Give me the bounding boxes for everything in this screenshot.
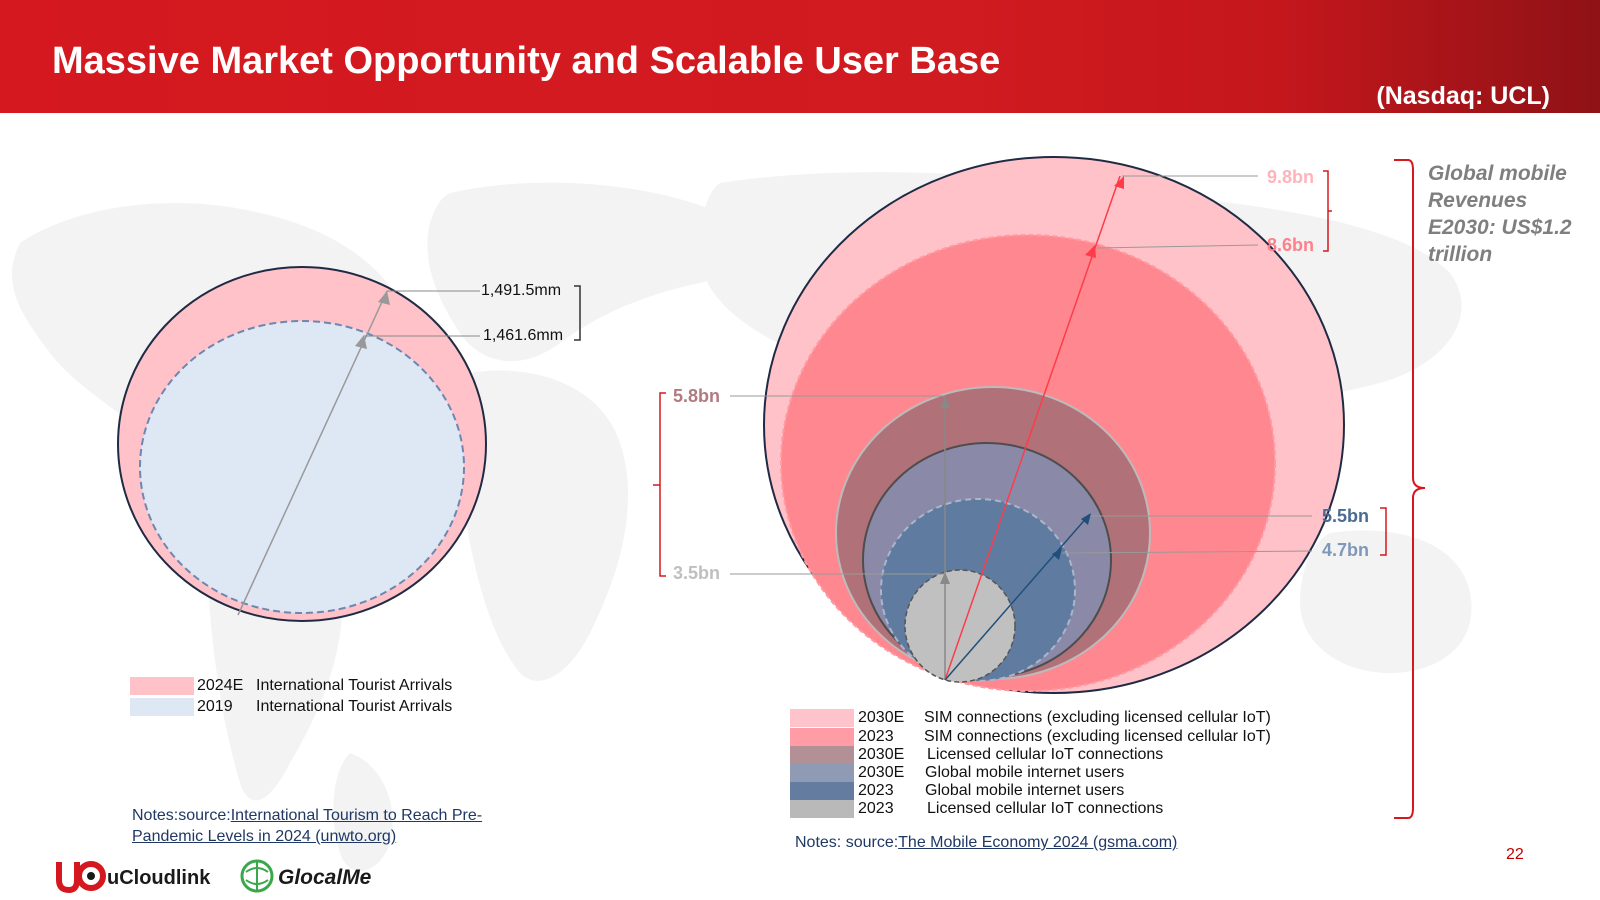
legend-year: 2023 bbox=[858, 728, 894, 745]
legend-year: 2030E bbox=[858, 764, 905, 781]
bracket-revenue bbox=[1394, 159, 1426, 819]
right-legend-item-sim-2030e: 2030E SIM connections (excluding license… bbox=[790, 709, 1330, 727]
arrow-head-2024e bbox=[378, 291, 390, 305]
label-iot-2023: 3.5bn bbox=[673, 563, 721, 583]
label-sim-2023: 8.6bn bbox=[1267, 235, 1315, 255]
left-legend-item-2024e: 2024E International Tourist Arrivals bbox=[130, 677, 490, 695]
legend-swatch bbox=[790, 800, 854, 818]
legend-swatch bbox=[790, 764, 854, 782]
legend-year: 2030E bbox=[858, 709, 905, 726]
legend-text: Licensed cellular IoT connections bbox=[927, 746, 1164, 763]
right-circle-chart bbox=[653, 156, 1426, 819]
left-circle-chart bbox=[117, 266, 581, 622]
legend-swatch-2024e bbox=[130, 677, 194, 695]
arrow-head-iot-2023 bbox=[940, 572, 950, 584]
header-banner: Massive Market Opportunity and Scalable … bbox=[0, 0, 1600, 113]
legend-year: 2019 bbox=[197, 698, 233, 715]
legend-swatch-2019 bbox=[130, 698, 194, 716]
left-notes-link-line1[interactable]: International Tourism to Reach Pre- bbox=[230, 807, 483, 824]
legend-text: Licensed cellular IoT connections bbox=[927, 800, 1164, 817]
legend-text: International Tourist Arrivals bbox=[256, 677, 453, 694]
label-tourist-2024e: 1,491.5mm bbox=[481, 282, 562, 299]
right-legend-item-users-2023: 2023 Global mobile internet users bbox=[790, 782, 1330, 800]
arrow-users bbox=[944, 514, 1090, 681]
left-legend-item-2019: 2019 International Tourist Arrivals bbox=[130, 698, 490, 716]
legend-text: SIM connections (excluding licensed cell… bbox=[924, 728, 1271, 745]
bracket-iot bbox=[653, 392, 666, 577]
arrow-head-users-2030e bbox=[1081, 513, 1091, 525]
legend-swatch bbox=[790, 728, 854, 746]
right-notes-link[interactable]: The Mobile Economy 2024 (gsma.com) bbox=[898, 834, 1178, 851]
legend-text: International Tourist Arrivals bbox=[256, 698, 453, 715]
right-legend-item-iot-2030e: 2030E Licensed cellular IoT connections bbox=[790, 746, 1330, 764]
left-notes-link-line2[interactable]: Pandemic Levels in 2024 (unwto.org) bbox=[132, 828, 397, 845]
legend-year: 2023 bbox=[858, 782, 894, 799]
right-legend-item-iot-2023: 2023 Licensed cellular IoT connections bbox=[790, 800, 1330, 818]
label-sim-2030e: 9.8bn bbox=[1267, 167, 1315, 187]
tourist-2019-circle bbox=[139, 320, 465, 614]
label-users-2023: 4.7bn bbox=[1322, 540, 1370, 560]
ucloudlink-logo: uCloudlink bbox=[56, 861, 211, 894]
left-notes-prefix: Notes:source: bbox=[132, 807, 231, 824]
right-notes-prefix: Notes: source: bbox=[795, 834, 899, 851]
right-legend-item-sim-2023: 2023 SIM connections (excluding licensed… bbox=[790, 728, 1330, 746]
legend-text: SIM connections (excluding licensed cell… bbox=[924, 709, 1271, 726]
label-iot-2030e: 5.8bn bbox=[673, 386, 721, 406]
legend-year: 2023 bbox=[858, 800, 894, 817]
arrow-head-iot-2030e bbox=[940, 396, 950, 408]
iot-2023-circle bbox=[904, 569, 1016, 683]
legend-swatch bbox=[790, 782, 854, 800]
global-revenue-note: Global mobile Revenues E2030: US$1.2 tri… bbox=[1428, 162, 1572, 266]
legend-swatch bbox=[790, 746, 854, 764]
label-tourist-2019: 1,461.6mm bbox=[483, 327, 564, 344]
leader-sim-2023 bbox=[1096, 244, 1259, 249]
glocalme-logo-text: GlocalMe bbox=[278, 866, 372, 889]
arrow-head-sim-2023 bbox=[1085, 245, 1096, 258]
ucloudlink-logo-text: uCloudlink bbox=[107, 867, 211, 889]
legend-text: Global mobile internet users bbox=[925, 782, 1125, 799]
right-legend-item-users-2030e: 2030E Global mobile internet users bbox=[790, 764, 1330, 782]
page-number: 22 bbox=[1506, 846, 1524, 863]
arrow-sim-2030e bbox=[944, 175, 1121, 681]
bracket-sim bbox=[1323, 170, 1332, 252]
legend-year: 2030E bbox=[858, 746, 905, 763]
page-title: Massive Market Opportunity and Scalable … bbox=[52, 40, 1001, 82]
ticker-label: (Nasdaq: UCL) bbox=[1376, 82, 1550, 110]
leader-users-2023 bbox=[1061, 550, 1313, 554]
legend-text: Global mobile internet users bbox=[925, 764, 1125, 781]
left-notes: Notes:source:International Tourism to Re… bbox=[132, 805, 552, 847]
legend-swatch bbox=[790, 709, 854, 727]
label-users-2030e: 5.5bn bbox=[1322, 506, 1370, 526]
bracket-users bbox=[1380, 507, 1387, 556]
arrow-head-2019 bbox=[355, 335, 367, 349]
right-notes: Notes: source:The Mobile Economy 2024 (g… bbox=[795, 832, 1275, 853]
legend-year: 2024E bbox=[197, 677, 244, 694]
left-bracket bbox=[574, 285, 581, 341]
glocalme-logo: GlocalMe bbox=[240, 859, 372, 893]
arrow-head-sim-2030e bbox=[1114, 176, 1124, 189]
arrow-head-users-2023 bbox=[1052, 548, 1062, 560]
